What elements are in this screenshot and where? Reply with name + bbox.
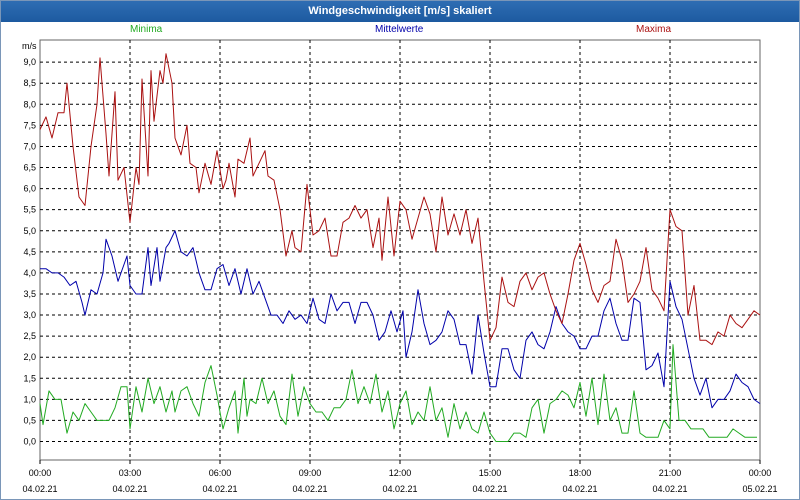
mittelwerte-line [40,230,761,409]
x-tick-time: 21:00 [659,468,682,478]
y-tick-label: 7,5 [23,120,36,130]
x-tick-date: 04.02.21 [382,484,417,494]
series-layer [39,53,761,442]
x-tick-date: 04.02.21 [112,484,147,494]
y-tick-label: 8,5 [23,78,36,88]
x-tick-date: 04.02.21 [652,484,687,494]
y-tick-label: 2,0 [23,352,36,362]
y-tick-label: 1,0 [23,394,36,404]
y-tick-label: 8,0 [23,99,36,109]
window-title: Windgeschwindigkeit [m/s] skaliert [1,1,799,22]
grid [40,40,760,460]
x-tick-time: 09:00 [299,468,322,478]
y-tick-label: 4,5 [23,247,36,257]
minima-line [39,344,757,442]
y-tick-label: 3,5 [23,289,36,299]
y-tick-label: 2,5 [23,331,36,341]
x-tick-date: 04.02.21 [22,484,57,494]
x-tick-date: 04.02.21 [292,484,327,494]
x-tick-date: 04.02.21 [202,484,237,494]
legend-mittelwerte: Mittelwerte [375,24,424,35]
x-tick-date: 04.02.21 [472,484,507,494]
x-tick-time: 00:00 [29,468,52,478]
x-tick-date: 05.02.21 [742,484,777,494]
y-tick-label: 7,0 [23,141,36,151]
y-axis-unit: m/s [22,41,37,51]
legend-minima: Minima [130,24,163,35]
x-tick-time: 00:00 [749,468,772,478]
legend-maxima: Maxima [636,24,672,35]
y-tick-label: 3,0 [23,310,36,320]
x-tick-time: 12:00 [389,468,412,478]
y-tick-label: 5,0 [23,226,36,236]
y-tick-label: 6,0 [23,184,36,194]
x-tick-time: 03:00 [119,468,142,478]
y-tick-label: 6,5 [23,163,36,173]
y-tick-label: 5,5 [23,205,36,215]
maxima-line [39,53,761,346]
axes: m/s 0,0 0,5 1,0 1,5 2,0 2,5 3,0 3,5 4,0 4,5 5,0 5,5… [22,41,778,494]
y-tick-label: 0,5 [23,415,36,425]
x-tick-time: 06:00 [209,468,232,478]
x-tick-date: 04.02.21 [562,484,597,494]
x-tick-time: 18:00 [569,468,592,478]
y-tick-label: 0,0 [23,437,36,447]
y-tick-label: 4,0 [23,268,36,278]
y-tick-label: 9,0 [23,57,36,67]
y-tick-label: 1,5 [23,373,36,383]
x-tick-time: 15:00 [479,468,502,478]
